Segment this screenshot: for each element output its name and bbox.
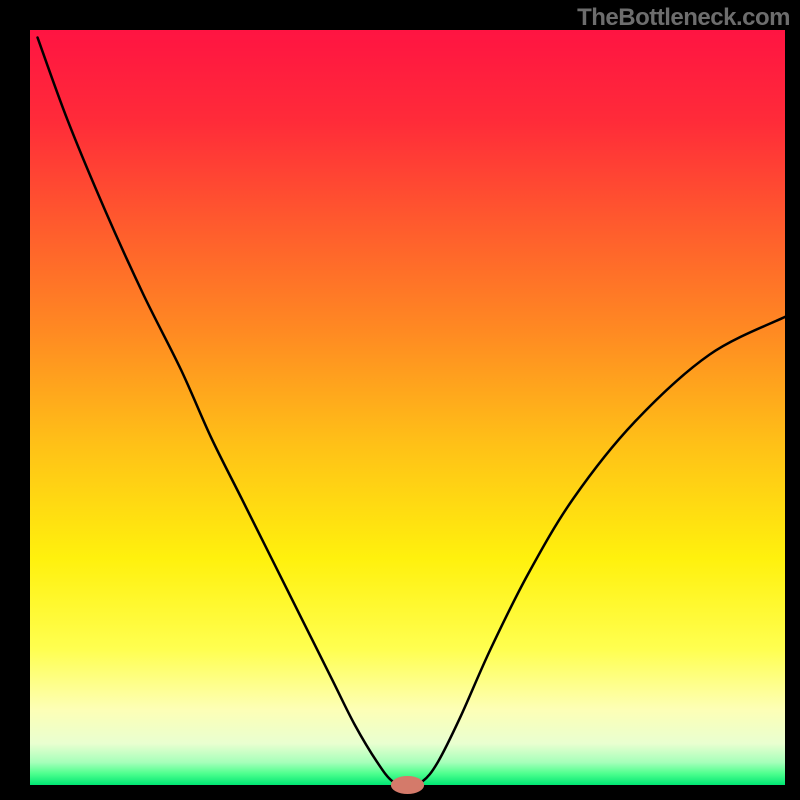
- plot-background: [30, 30, 785, 785]
- bottleneck-chart: TheBottleneck.com: [0, 0, 800, 800]
- chart-svg: [0, 0, 800, 800]
- minimum-marker: [391, 776, 424, 794]
- watermark-text: TheBottleneck.com: [577, 4, 790, 32]
